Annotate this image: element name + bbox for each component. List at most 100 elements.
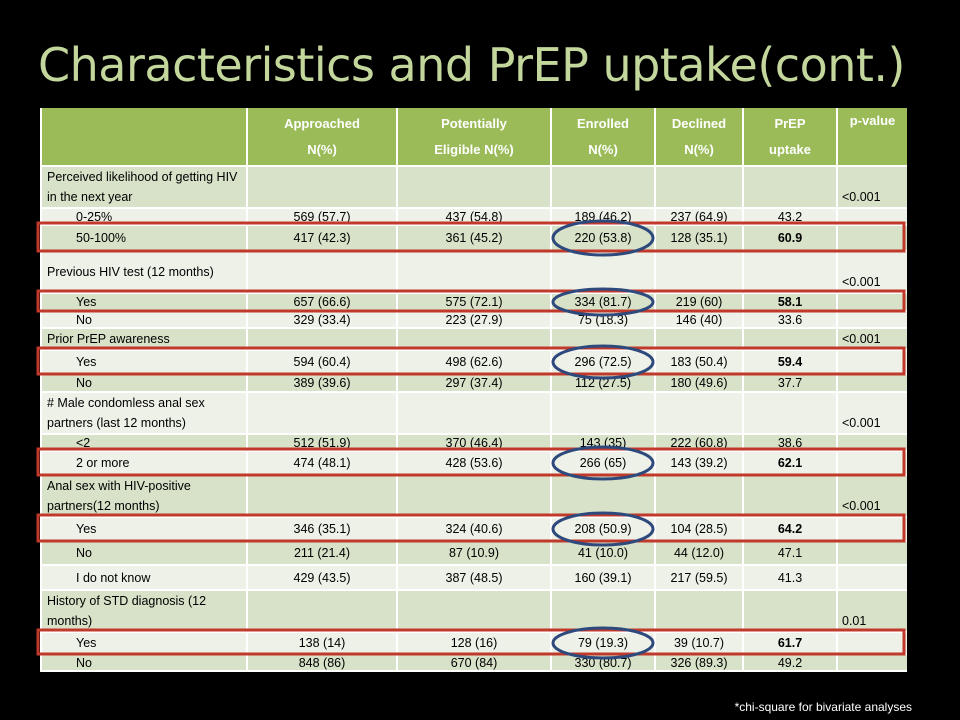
p-value-cell: <0.001 [836,166,907,209]
enrolled-cell: 330 (80.7) [550,654,655,672]
enrolled-cell: 296 (72.5) [550,350,655,375]
empty-cell [742,475,837,518]
approached-cell: 594 (60.4) [246,350,397,375]
declined-cell: 39 (10.7) [654,632,743,655]
row-label: 2 or more [40,451,247,476]
declined-cell: 237 (64.9) [654,208,743,226]
declined-cell: 128 (35.1) [654,225,743,252]
approached-cell: 346 (35.1) [246,517,397,542]
enrolled-cell: 41 (10.0) [550,541,655,566]
uptake-cell: 47.1 [742,541,837,566]
table-row: Yes 657 (66.6) 575 (72.1) 334 (81.7) 219 (60… [40,293,907,312]
table-section-row: Prior PrEP awareness <0.001 [40,328,907,351]
eligible-cell: 87 (10.9) [396,541,551,566]
uptake-cell: 38.6 [742,434,837,452]
section-label: Prior PrEP awareness [40,328,247,351]
eligible-cell: 361 (45.2) [396,225,551,252]
row-label: Yes [40,293,247,312]
empty-cell [836,434,907,452]
table-row: No 211 (21.4) 87 (10.9) 41 (10.0) 44 (12.0) 4… [40,541,907,566]
enrolled-cell: 112 (27.5) [550,374,655,393]
eligible-cell: 297 (37.4) [396,374,551,393]
section-label: History of STD diagnosis (12 months) [40,590,247,633]
empty-cell [246,166,397,209]
empty-cell [654,166,743,209]
table-section-row: Perceived likelihood of getting HIV in t… [40,166,907,209]
p-value-cell: 0.01 [836,590,907,633]
header-uptake: PrEP uptake [742,108,837,167]
enrolled-cell: 220 (53.8) [550,225,655,252]
empty-cell [742,251,837,294]
empty-cell [396,392,551,435]
eligible-cell: 670 (84) [396,654,551,672]
table-section-row: Previous HIV test (12 months) <0.001 [40,251,907,294]
uptake-cell: 61.7 [742,632,837,655]
empty-cell [836,208,907,226]
header-blank [40,108,247,167]
empty-cell [742,328,837,351]
section-label: # Male condomless anal sex partners (las… [40,392,247,435]
empty-cell [550,475,655,518]
eligible-cell: 387 (48.5) [396,565,551,591]
enrolled-cell: 79 (19.3) [550,632,655,655]
empty-cell [246,590,397,633]
approached-cell: 512 (51.9) [246,434,397,452]
approached-cell: 848 (86) [246,654,397,672]
empty-cell [836,374,907,393]
row-label: 0-25% [40,208,247,226]
table-section-row: # Male condomless anal sex partners (las… [40,392,907,435]
table-row: <2 512 (51.9) 370 (46.4) 143 (35) 222 (60.8)… [40,434,907,452]
row-label: Yes [40,517,247,542]
table-row: No 848 (86) 670 (84) 330 (80.7) 326 (89.3) 49… [40,654,907,672]
table-row: No 329 (33.4) 223 (27.9) 75 (18.3) 146 (40) 3… [40,311,907,329]
uptake-cell: 60.9 [742,225,837,252]
empty-cell [246,251,397,294]
approached-cell: 429 (43.5) [246,565,397,591]
uptake-cell: 62.1 [742,451,837,476]
approached-cell: 474 (48.1) [246,451,397,476]
header-declined: Declined N(%) [654,108,743,167]
empty-cell [396,166,551,209]
declined-cell: 146 (40) [654,311,743,329]
declined-cell: 143 (39.2) [654,451,743,476]
uptake-cell: 33.6 [742,311,837,329]
empty-cell [396,590,551,633]
uptake-cell: 37.7 [742,374,837,393]
empty-cell [550,328,655,351]
table-body: Perceived likelihood of getting HIV in t… [40,166,907,672]
table-row: No 389 (39.6) 297 (37.4) 112 (27.5) 180 (49.… [40,374,907,393]
empty-cell [246,475,397,518]
eligible-cell: 575 (72.1) [396,293,551,312]
approached-cell: 211 (21.4) [246,541,397,566]
section-label: Previous HIV test (12 months) [40,251,247,294]
enrolled-cell: 143 (35) [550,434,655,452]
row-label: <2 [40,434,247,452]
uptake-cell: 58.1 [742,293,837,312]
table-row: 2 or more 474 (48.1) 428 (53.6) 266 (65) 143… [40,451,907,476]
empty-cell [836,293,907,312]
uptake-cell: 64.2 [742,517,837,542]
declined-cell: 222 (60.8) [654,434,743,452]
empty-cell [654,475,743,518]
enrolled-cell: 266 (65) [550,451,655,476]
slide-title: Characteristics and PrEP uptake(cont.) [38,38,906,92]
empty-cell [396,328,551,351]
empty-cell [836,350,907,375]
enrolled-cell: 160 (39.1) [550,565,655,591]
declined-cell: 44 (12.0) [654,541,743,566]
empty-cell [246,392,397,435]
row-label: No [40,541,247,566]
empty-cell [396,475,551,518]
declined-cell: 180 (49.6) [654,374,743,393]
enrolled-cell: 334 (81.7) [550,293,655,312]
eligible-cell: 223 (27.9) [396,311,551,329]
empty-cell [550,392,655,435]
header-approached: Approached N(%) [246,108,397,167]
enrolled-cell: 208 (50.9) [550,517,655,542]
eligible-cell: 370 (46.4) [396,434,551,452]
p-value-cell: <0.001 [836,475,907,518]
table-section-row: History of STD diagnosis (12 months) 0.01 [40,590,907,633]
table-row: Yes 138 (14) 128 (16) 79 (19.3) 39 (10.7) 61.… [40,632,907,655]
uptake-cell: 43.2 [742,208,837,226]
enrolled-cell: 189 (46.2) [550,208,655,226]
